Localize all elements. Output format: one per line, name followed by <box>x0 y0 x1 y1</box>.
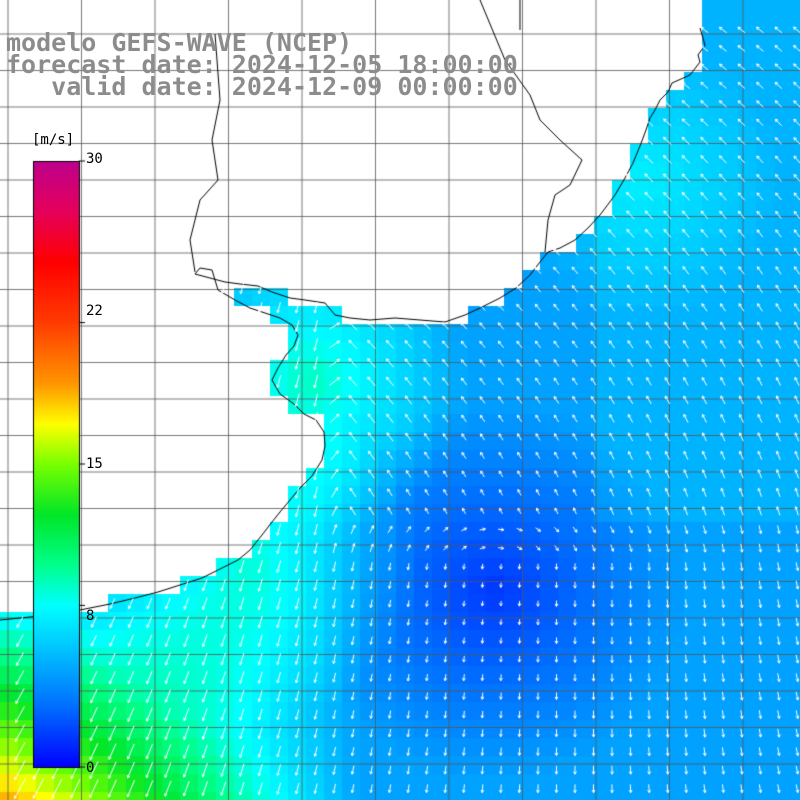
colorbar-tick-0: 0 <box>86 760 95 776</box>
model-title: modelo GEFS-WAVE (NCEP) <box>6 28 353 57</box>
colorbar-unit: [m/s] <box>32 132 75 148</box>
forecast-date: forecast date: 2024-12-05 18:00:00 <box>6 50 518 79</box>
valid-date: valid date: 2024-12-09 00:00:00 <box>6 72 518 101</box>
colorbar-tick-30: 30 <box>86 151 103 167</box>
colorbar-tick-22: 22 <box>86 303 103 319</box>
colorbar-tick-15: 15 <box>86 456 103 472</box>
colorbar-tick-8: 8 <box>86 608 95 624</box>
